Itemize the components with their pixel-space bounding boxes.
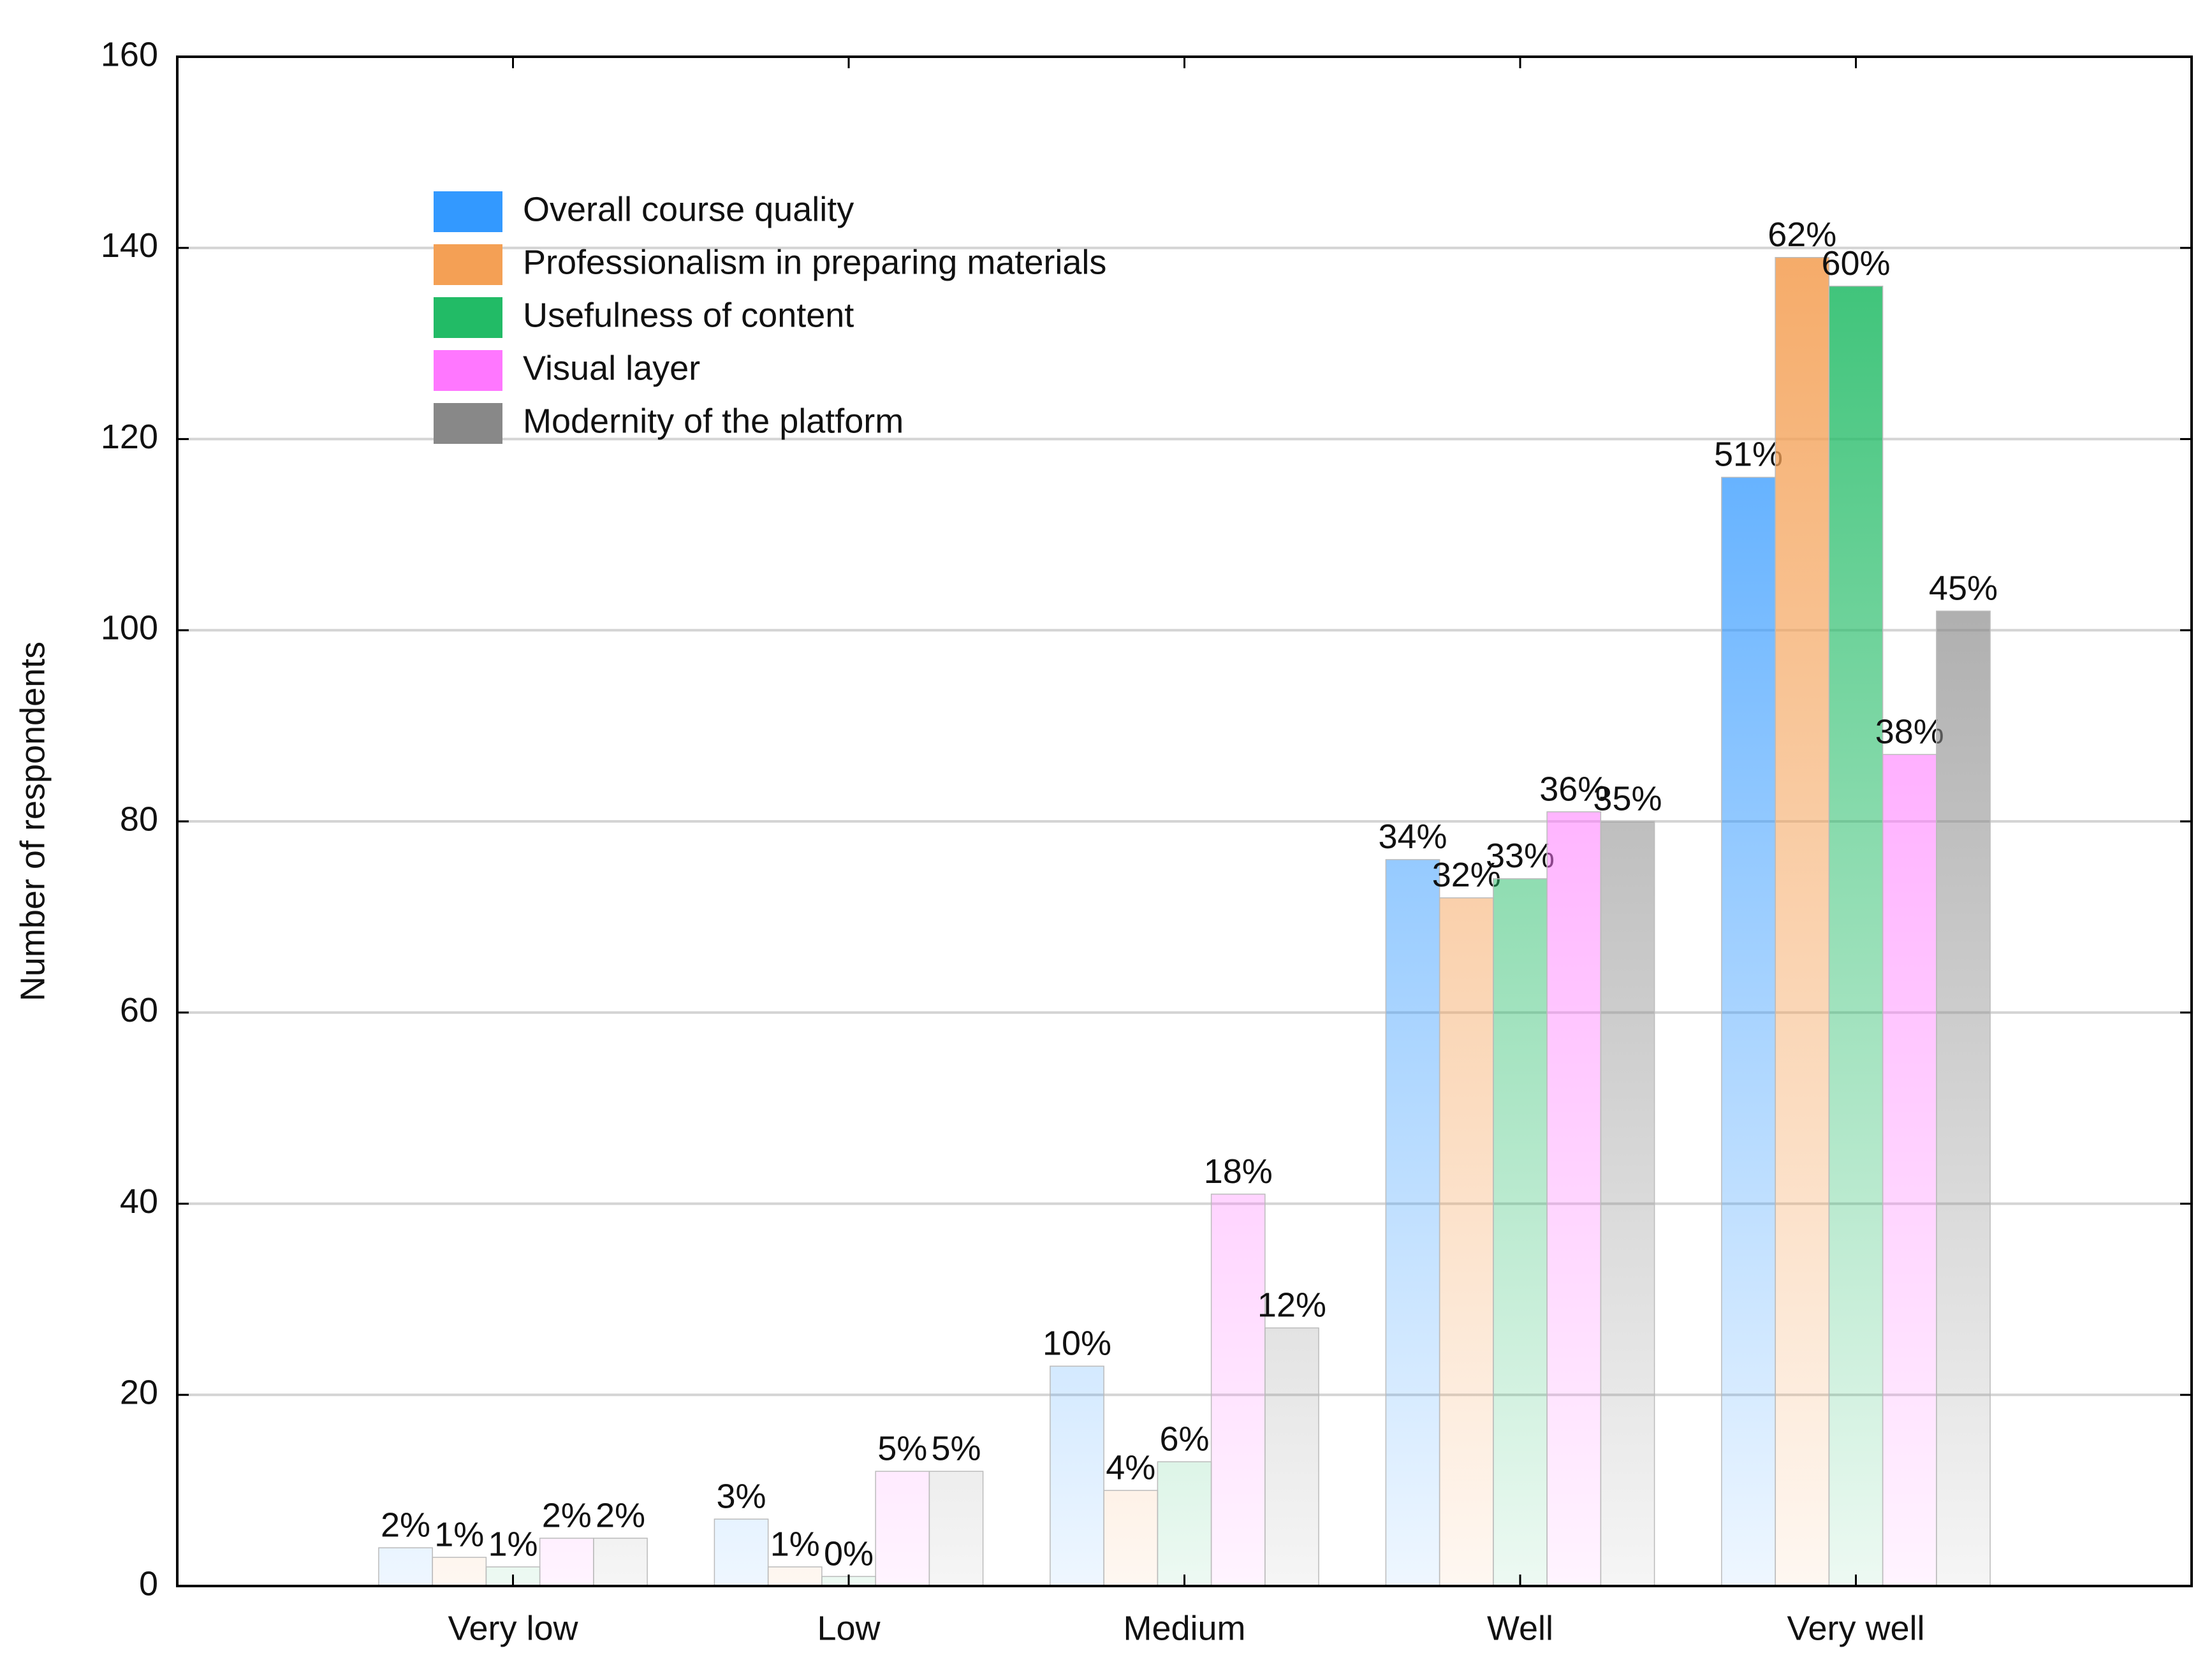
data-label: 62% xyxy=(1768,216,1836,254)
data-label: 1% xyxy=(434,1515,484,1553)
x-tick-label: Very low xyxy=(448,1609,578,1647)
y-tick-label: 160 xyxy=(101,35,158,73)
y-tick-label: 0 xyxy=(139,1564,158,1603)
data-label: 1% xyxy=(770,1525,820,1563)
y-tick-label: 60 xyxy=(120,991,158,1029)
bar xyxy=(714,1518,769,1587)
legend-swatch xyxy=(434,297,502,338)
legend-swatch xyxy=(434,350,502,391)
bar xyxy=(432,1557,487,1587)
legend-swatch xyxy=(434,403,502,444)
bar xyxy=(1264,1327,1319,1587)
y-tick-label: 100 xyxy=(101,609,158,647)
legend-label: Modernity of the platform xyxy=(523,402,904,440)
bar xyxy=(1721,476,1776,1587)
bar xyxy=(1103,1490,1159,1587)
data-label: 0% xyxy=(824,1534,874,1573)
bar xyxy=(1775,256,1830,1587)
y-tick-label: 140 xyxy=(101,226,158,265)
x-tick-label: Low xyxy=(817,1609,881,1647)
data-label: 4% xyxy=(1106,1448,1155,1487)
bar xyxy=(1050,1365,1104,1587)
data-label: 34% xyxy=(1378,818,1447,856)
bar xyxy=(1157,1461,1212,1587)
bar xyxy=(928,1471,984,1587)
bar xyxy=(539,1538,594,1587)
data-label: 6% xyxy=(1159,1420,1209,1458)
data-label: 35% xyxy=(1593,779,1662,818)
bar xyxy=(1439,897,1494,1587)
data-label: 36% xyxy=(1539,770,1608,808)
plot-frame xyxy=(176,55,2193,1587)
legend-label: Overall course quality xyxy=(523,190,854,228)
data-label: 2% xyxy=(381,1506,430,1544)
bar xyxy=(593,1538,648,1587)
bar xyxy=(1936,610,1991,1587)
data-label: 3% xyxy=(716,1477,766,1515)
legend-label: Visual layer xyxy=(523,349,700,387)
data-label: 60% xyxy=(1821,244,1890,283)
y-tick-label: 20 xyxy=(120,1374,158,1412)
data-label: 5% xyxy=(931,1429,981,1467)
data-label: 1% xyxy=(488,1525,538,1563)
x-tick-label: Well xyxy=(1487,1609,1553,1647)
bar xyxy=(1600,821,1655,1587)
data-label: 38% xyxy=(1875,712,1944,751)
x-tick-label: Medium xyxy=(1123,1609,1245,1647)
legend-swatch xyxy=(434,191,502,232)
y-tick-label: 120 xyxy=(101,418,158,456)
bar xyxy=(1210,1193,1266,1587)
data-label: 10% xyxy=(1043,1325,1111,1363)
data-label: 18% xyxy=(1204,1152,1273,1191)
data-label: 51% xyxy=(1714,436,1783,474)
x-tick-label: Very well xyxy=(1787,1609,1924,1647)
data-label: 2% xyxy=(542,1496,592,1534)
legend-swatch xyxy=(434,244,502,285)
y-tick-label: 80 xyxy=(120,800,158,838)
bar xyxy=(1546,811,1602,1587)
data-label: 5% xyxy=(877,1429,927,1467)
bar xyxy=(1493,878,1548,1587)
data-label: 12% xyxy=(1257,1286,1326,1325)
bar xyxy=(1828,285,1884,1587)
legend-label: Professionalism in preparing materials xyxy=(523,243,1106,281)
legend-label: Usefulness of content xyxy=(523,296,854,334)
bar xyxy=(378,1547,433,1587)
y-tick-label: 40 xyxy=(120,1182,158,1221)
bar xyxy=(1882,754,1937,1587)
data-label: 45% xyxy=(1929,569,1998,608)
data-label: 33% xyxy=(1486,837,1555,875)
data-label: 32% xyxy=(1432,856,1501,894)
bar xyxy=(875,1471,930,1587)
data-label: 2% xyxy=(596,1496,645,1534)
bar xyxy=(1385,859,1440,1587)
bar xyxy=(767,1566,823,1587)
y-axis-label: Number of respondents xyxy=(13,642,52,1001)
